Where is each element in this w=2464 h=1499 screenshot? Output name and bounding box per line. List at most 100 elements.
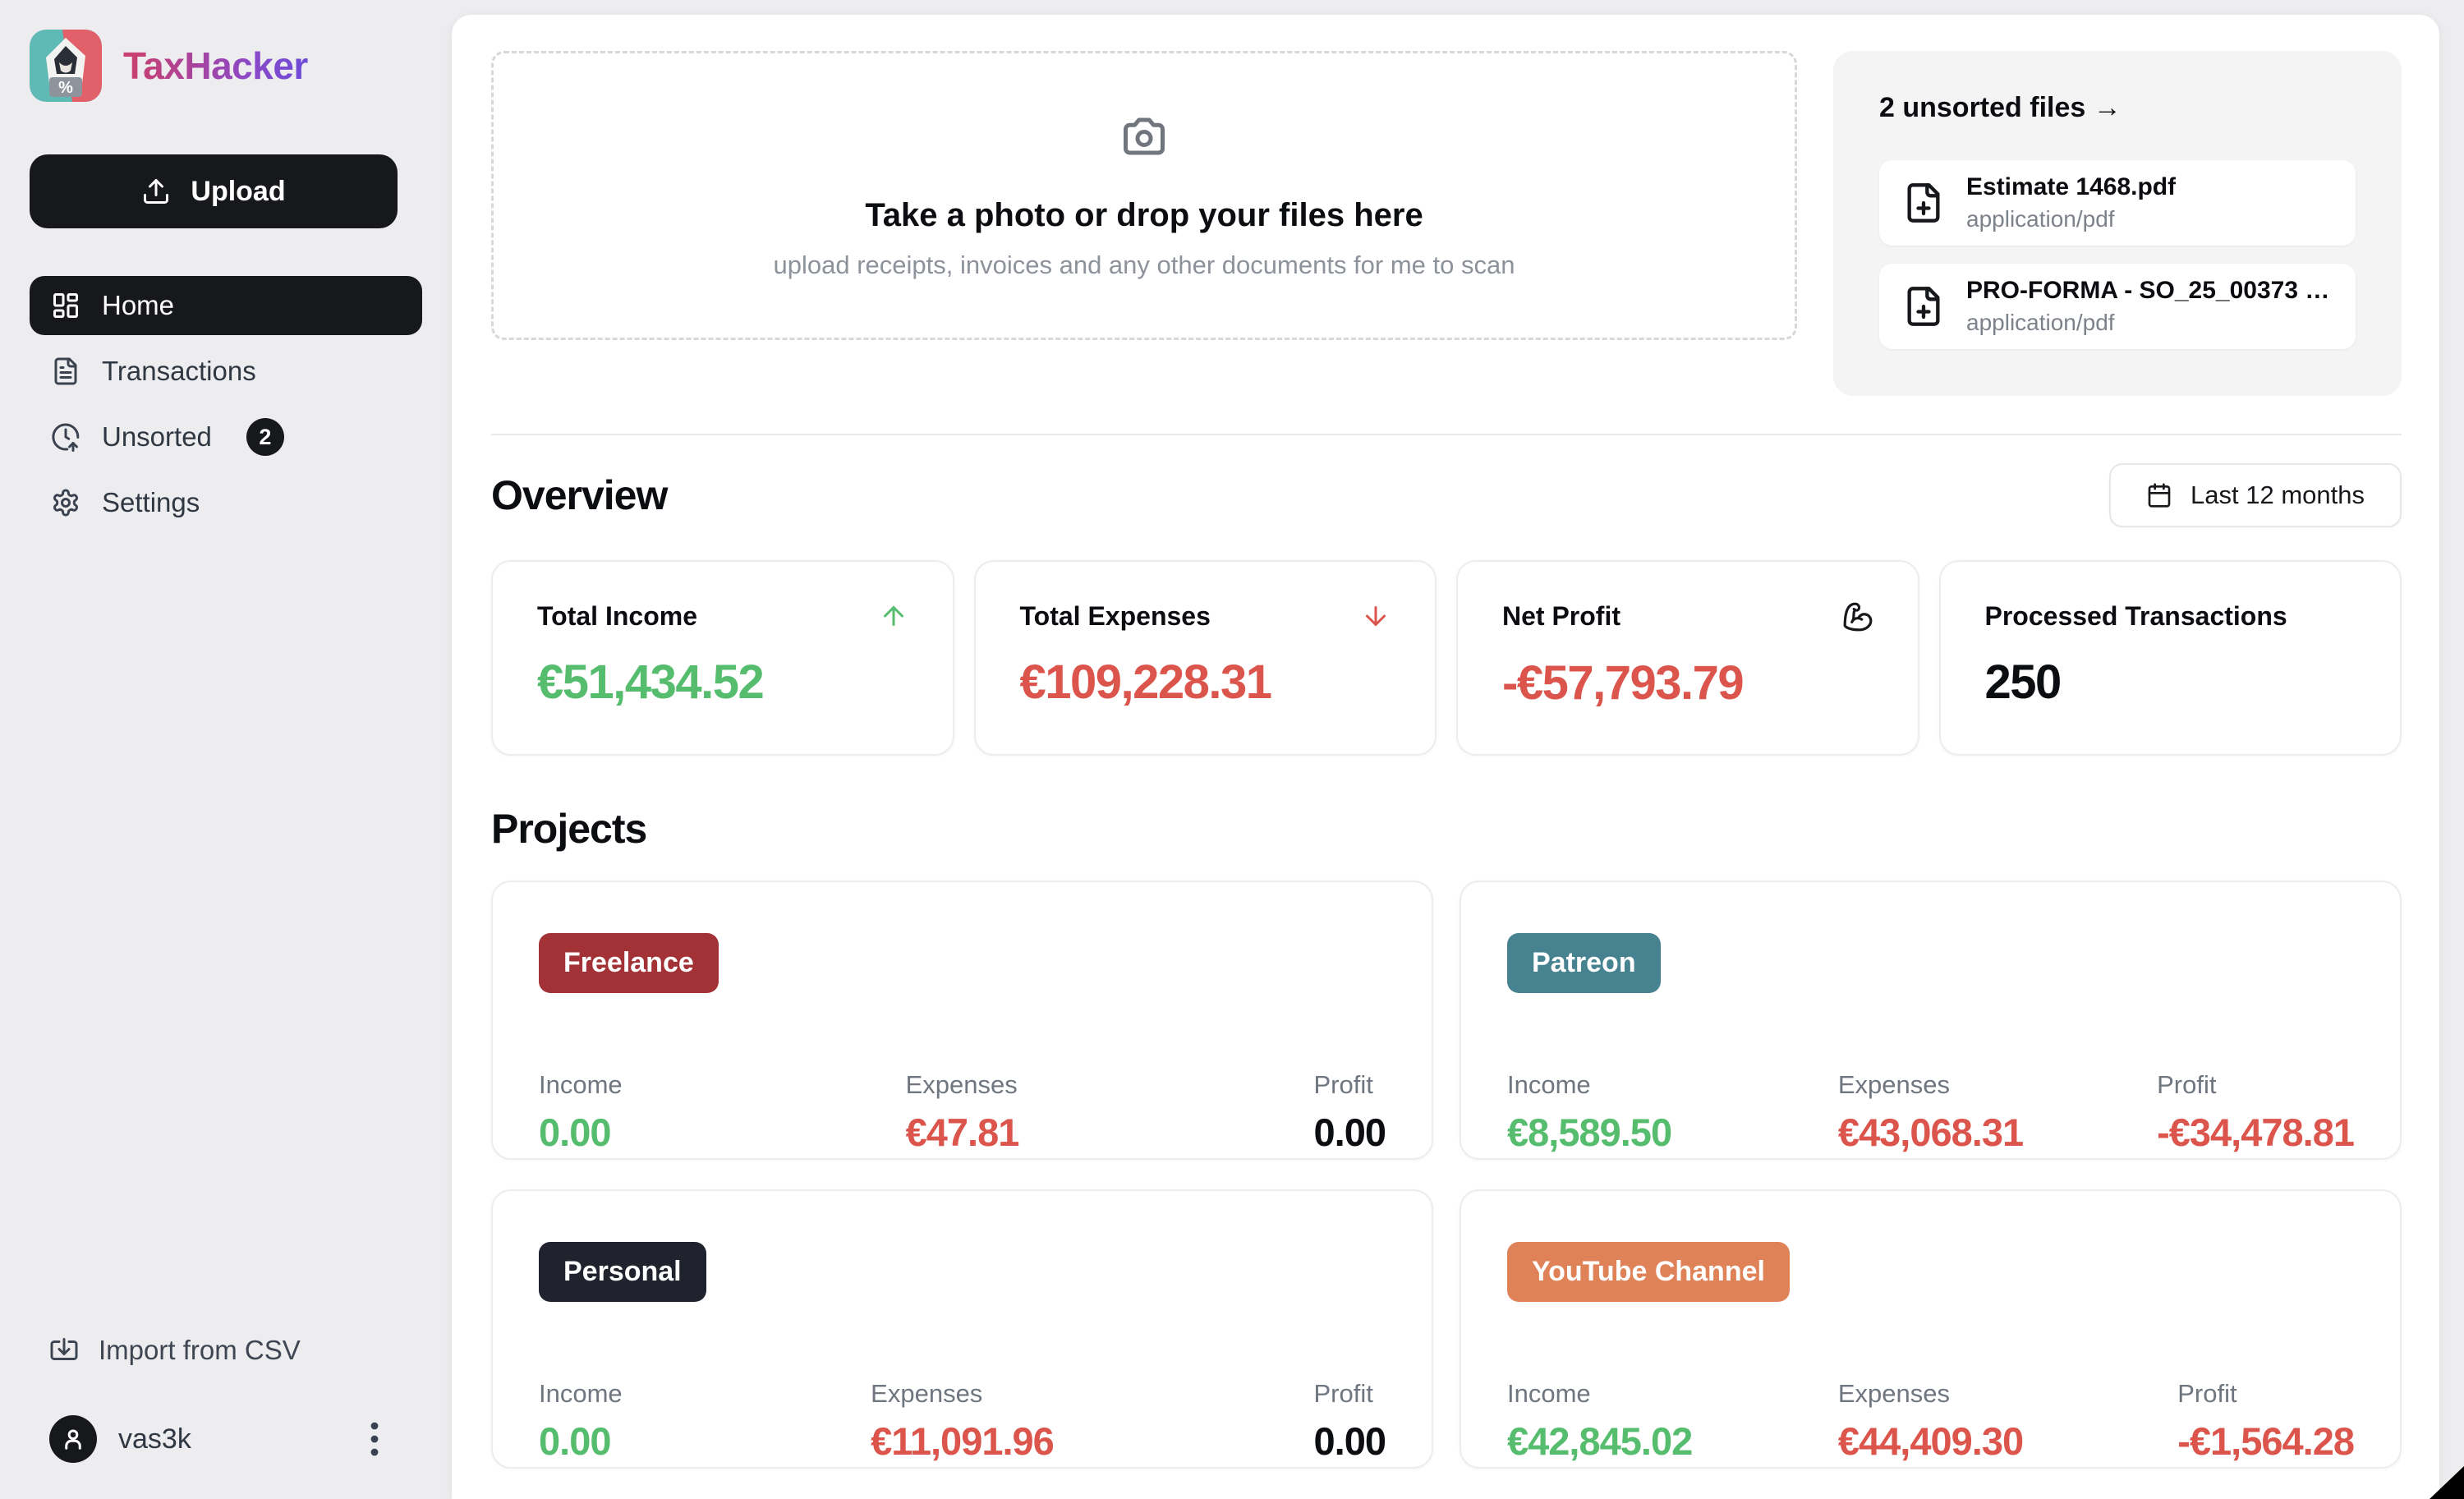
overview-header: Overview Last 12 months	[491, 463, 2402, 527]
stat-label: Net Profit	[1502, 601, 1620, 631]
project-badge[interactable]: Freelance	[539, 933, 719, 993]
file-meta: Estimate 1468.pdf application/pdf	[1966, 173, 2176, 232]
dropzone-title: Take a photo or drop your files here	[865, 196, 1423, 233]
stat-label: Total Expenses	[1019, 601, 1211, 631]
app-logo[interactable]: %	[30, 30, 102, 102]
user-menu-button[interactable]	[370, 1419, 379, 1459]
income-value: 0.00	[539, 1419, 611, 1463]
stat-value: €51,434.52	[537, 655, 765, 709]
dropzone-subtitle: upload receipts, invoices and any other …	[773, 250, 1515, 279]
expenses-value: €47.81	[905, 1110, 1020, 1154]
user-row[interactable]: vas3k	[30, 1415, 422, 1463]
file-dropzone[interactable]: Take a photo or drop your files here upl…	[491, 51, 1797, 340]
sidebar-item-settings[interactable]: Settings	[30, 473, 422, 532]
dashboard-icon	[51, 291, 80, 320]
expenses-label: Expenses	[905, 1070, 1018, 1099]
stat-label: Total Income	[537, 601, 697, 631]
income-label: Income	[539, 1070, 623, 1099]
stat-card-net-profit: Net Profit -€57,793.79	[1456, 560, 1919, 756]
top-row: Take a photo or drop your files here upl…	[491, 51, 2402, 396]
cursor-pointer	[2430, 1466, 2464, 1499]
file-name: Estimate 1468.pdf	[1966, 173, 2177, 200]
logo-row: % TaxHacker	[30, 30, 422, 102]
stat-value: -€57,793.79	[1502, 656, 1745, 710]
profit-label: Profit	[2157, 1070, 2217, 1099]
user-avatar-icon	[49, 1415, 97, 1463]
upload-icon	[141, 177, 171, 206]
project-card-personal[interactable]: Personal Income 0.00 Expenses €11,091.96…	[491, 1189, 1433, 1469]
section-divider	[491, 434, 2402, 435]
project-badge[interactable]: Personal	[539, 1242, 706, 1302]
upload-button-label: Upload	[191, 175, 286, 207]
camera-icon	[1119, 112, 1169, 161]
project-badge[interactable]: YouTube Channel	[1507, 1242, 1790, 1302]
profit-label: Profit	[1313, 1070, 1373, 1099]
projects-title: Projects	[491, 806, 647, 852]
profit-value: -€1,564.28	[2177, 1419, 2355, 1463]
stat-card-total-expenses: Total Expenses €109,228.31	[973, 560, 1437, 756]
project-card-freelance[interactable]: Freelance Income 0.00 Expenses €47.81 Pr…	[491, 881, 1433, 1160]
income-value: €42,845.02	[1507, 1419, 1693, 1463]
user-name: vas3k	[118, 1423, 191, 1455]
sidebar-item-label: Settings	[102, 487, 200, 517]
app-title: TaxHacker	[123, 44, 308, 87]
income-label: Income	[539, 1379, 623, 1408]
overview-title: Overview	[491, 472, 668, 518]
expenses-label: Expenses	[1837, 1379, 1951, 1408]
sidebar-item-unsorted[interactable]: Unsorted 2	[30, 407, 422, 467]
main-content: Take a photo or drop your files here upl…	[452, 15, 2439, 1499]
sidebar: % TaxHacker Upload Home	[0, 0, 452, 1499]
income-value: 0.00	[539, 1110, 611, 1154]
period-label: Last 12 months	[2190, 481, 2365, 509]
unsorted-files-panel: 2 unsorted files → Estimate 1468.pdf app…	[1833, 51, 2402, 396]
profit-value: 0.00	[1313, 1110, 1386, 1154]
period-selector-button[interactable]: Last 12 months	[2109, 463, 2402, 527]
sidebar-nav: Home Transactions Unsorted 2	[30, 276, 422, 532]
svg-text:%: %	[58, 79, 73, 97]
expenses-value: €11,091.96	[871, 1419, 1055, 1463]
income-label: Income	[1507, 1379, 1591, 1408]
arrow-down-icon	[1361, 601, 1391, 631]
import-from-csv-button[interactable]: Import from CSV	[30, 1335, 422, 1366]
stat-value: €109,228.31	[1019, 655, 1273, 709]
arrow-up-icon	[879, 601, 908, 631]
sidebar-item-transactions[interactable]: Transactions	[30, 342, 422, 401]
stat-card-processed-transactions: Processed Transactions 250	[1938, 560, 2402, 756]
file-name: PRO-FORMA - SO_25_00373 (1).p…	[1966, 277, 2333, 304]
sidebar-item-label: Home	[102, 290, 175, 320]
expenses-label: Expenses	[871, 1379, 983, 1408]
expenses-label: Expenses	[1837, 1070, 1951, 1099]
file-type: application/pdf	[1966, 206, 2115, 232]
unsorted-file-list: Estimate 1468.pdf application/pdf PRO-FO…	[1879, 160, 2356, 349]
profit-value: 0.00	[1313, 1419, 1386, 1463]
stat-card-total-income: Total Income €51,434.52	[491, 560, 954, 756]
upload-button[interactable]: Upload	[30, 154, 398, 228]
project-badge[interactable]: Patreon	[1507, 933, 1661, 993]
clock-arrow-icon	[51, 422, 80, 452]
file-plus-icon	[1902, 182, 1945, 224]
stat-label: Processed Transactions	[1984, 601, 2287, 631]
stats-row: Total Income €51,434.52 Total Expenses €…	[491, 560, 2402, 756]
import-from-csv-label: Import from CSV	[99, 1335, 301, 1365]
stat-value: 250	[1984, 655, 2062, 709]
file-plus-icon	[1902, 285, 1945, 328]
import-icon	[49, 1336, 79, 1365]
project-card-patreon[interactable]: Patreon Income €8,589.50 Expenses €43,06…	[1460, 881, 2402, 1160]
expenses-value: €44,409.30	[1837, 1419, 2024, 1463]
sidebar-item-label: Transactions	[102, 356, 256, 386]
profit-label: Profit	[1313, 1379, 1373, 1408]
file-meta: PRO-FORMA - SO_25_00373 (1).p… applicati…	[1966, 277, 2333, 336]
profit-value: -€34,478.81	[2157, 1110, 2355, 1154]
profit-label: Profit	[2177, 1379, 2237, 1408]
income-value: €8,589.50	[1507, 1110, 1672, 1154]
expenses-value: €43,068.31	[1837, 1110, 2024, 1154]
sidebar-item-home[interactable]: Home	[30, 276, 422, 335]
biceps-flexed-icon	[1842, 601, 1873, 632]
file-card[interactable]: PRO-FORMA - SO_25_00373 (1).p… applicati…	[1879, 264, 2356, 349]
unsorted-files-link[interactable]: 2 unsorted files →	[1879, 92, 2122, 123]
project-card-youtube-channel[interactable]: YouTube Channel Income €42,845.02 Expens…	[1460, 1189, 2402, 1469]
gear-icon	[51, 488, 80, 517]
unsorted-count-badge: 2	[246, 418, 284, 456]
file-type: application/pdf	[1966, 310, 2115, 335]
file-card[interactable]: Estimate 1468.pdf application/pdf	[1879, 160, 2356, 246]
